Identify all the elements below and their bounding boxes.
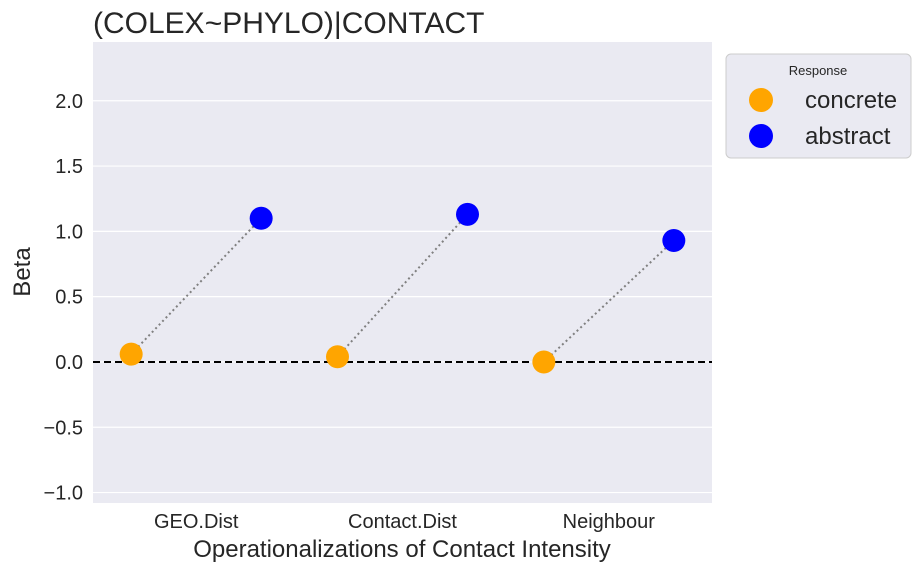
- y-axis-label: Beta: [9, 247, 36, 297]
- connector-lines: [130, 213, 675, 363]
- legend-items: concrete abstract: [749, 87, 897, 150]
- legend-label-abstract: abstract: [805, 123, 891, 150]
- y-tick-labels: −1.0 −0.5 0.0 0.5 1.0 1.5 2.0: [44, 91, 83, 505]
- x-tick-labels: GEO.Dist Contact.Dist Neighbour: [154, 511, 655, 533]
- concrete-point: [532, 350, 556, 374]
- plot-background: [93, 42, 712, 503]
- y-tick-label: 2.0: [55, 91, 83, 113]
- y-tick-label: 0.0: [55, 352, 83, 374]
- chart-title: (COLEX~PHYLO)|CONTACT: [93, 7, 484, 40]
- concrete-point: [119, 342, 143, 366]
- connector-line: [336, 213, 469, 358]
- legend-marker-concrete: [749, 88, 773, 112]
- x-axis-label: Operationalizations of Contact Intensity: [193, 536, 611, 563]
- data-points: [119, 202, 686, 374]
- concrete-point: [326, 345, 349, 369]
- y-tick-label: 0.5: [55, 287, 83, 309]
- y-tick-label: 1.5: [55, 156, 83, 178]
- abstract-point: [456, 202, 479, 226]
- legend-marker-abstract: [749, 124, 773, 148]
- x-tick-label: GEO.Dist: [154, 511, 239, 533]
- y-tick-label: −0.5: [44, 417, 83, 439]
- y-tick-label: −1.0: [44, 483, 83, 505]
- x-tick-label: Contact.Dist: [348, 511, 457, 533]
- legend: Response concrete abstract: [725, 53, 912, 159]
- legend-title: Response: [789, 63, 848, 78]
- x-tick-label: Neighbour: [563, 511, 656, 533]
- abstract-point: [662, 229, 686, 253]
- abstract-point: [249, 206, 273, 230]
- connector-line: [130, 217, 262, 355]
- legend-label-concrete: concrete: [805, 87, 897, 114]
- y-tick-label: 1.0: [55, 221, 83, 243]
